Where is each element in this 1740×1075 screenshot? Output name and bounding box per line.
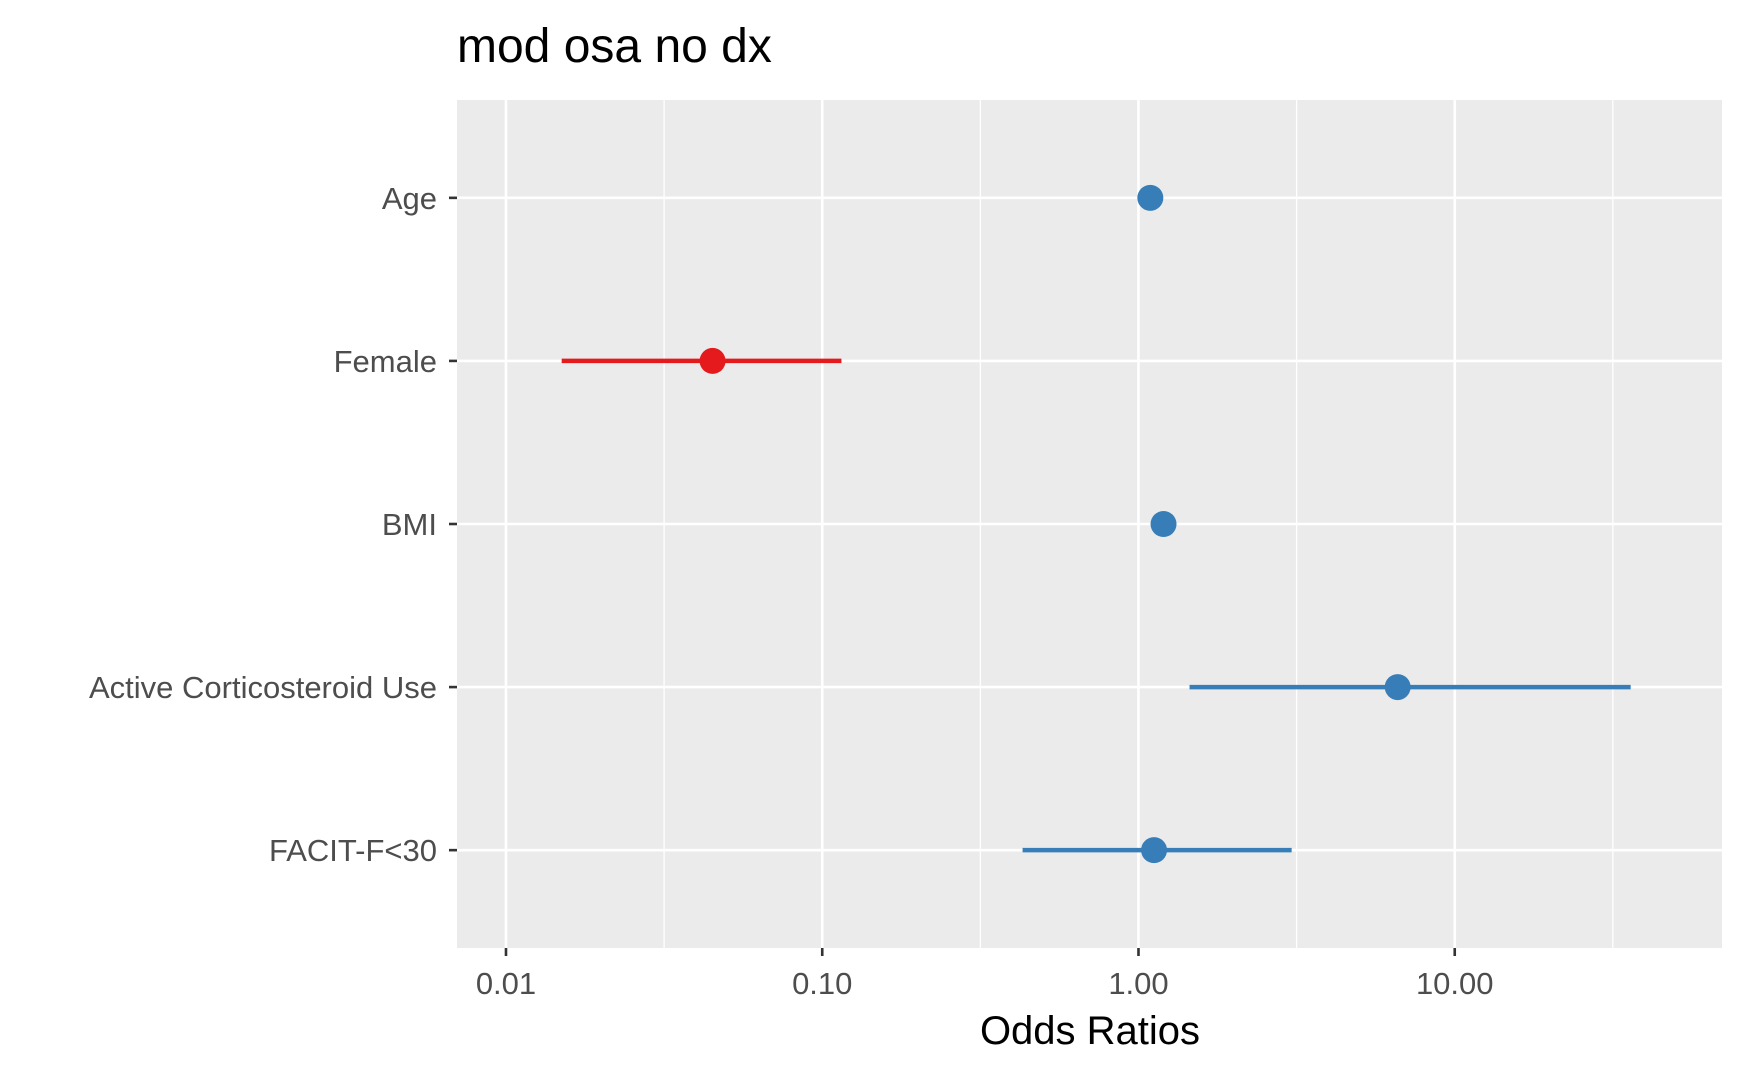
estimate-point [699, 347, 726, 374]
estimate-point [1137, 184, 1164, 211]
y-tick-label: BMI [382, 507, 437, 542]
estimate-point [1150, 511, 1177, 537]
x-axis-title: Odds Ratios [980, 1009, 1200, 1053]
y-tick-label: FACIT-F<30 [269, 833, 437, 868]
y-tick-label: Active Corticosteroid Use [89, 670, 437, 705]
estimate-point [1384, 674, 1411, 701]
estimate-point [1141, 837, 1168, 864]
x-axis: 0.01 0.10 1.00 10.00 [476, 948, 1494, 1001]
x-tick-label: 0.10 [792, 966, 852, 1001]
x-tick-label: 10.00 [1416, 966, 1494, 1001]
estimate-marks [561, 184, 1631, 864]
x-tick-label: 1.00 [1108, 966, 1168, 1001]
x-tick-label: 0.01 [476, 966, 536, 1001]
y-axis: Age Female BMI Active Corticosteroid Use FAC… [89, 181, 457, 868]
chart-title: mod osa no dx [457, 20, 772, 73]
y-tick-label: Age [382, 181, 437, 216]
y-tick-label: Female [334, 344, 437, 379]
